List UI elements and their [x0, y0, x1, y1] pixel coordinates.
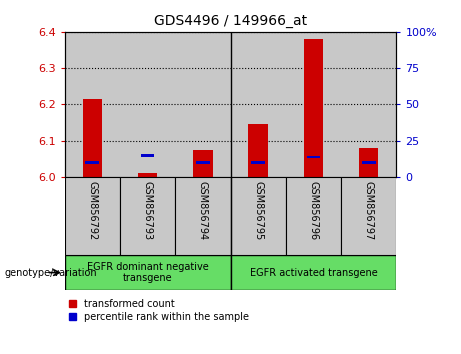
Bar	[120, 177, 175, 255]
Bar	[138, 173, 157, 177]
Bar	[141, 154, 154, 157]
Bar	[193, 150, 213, 177]
Bar	[307, 156, 320, 159]
Bar	[248, 124, 268, 177]
Bar	[65, 255, 230, 290]
Text: GSM856795: GSM856795	[253, 181, 263, 240]
Bar	[230, 255, 396, 290]
Bar	[286, 177, 341, 255]
Bar	[341, 177, 396, 255]
Bar	[304, 39, 323, 177]
Bar	[251, 161, 265, 164]
Text: EGFR dominant negative
transgene: EGFR dominant negative transgene	[87, 262, 208, 284]
Bar	[359, 148, 378, 177]
Legend: transformed count, percentile rank within the sample: transformed count, percentile rank withi…	[70, 299, 249, 321]
Bar	[341, 32, 396, 177]
Bar	[65, 177, 120, 255]
Text: EGFR activated transgene: EGFR activated transgene	[249, 268, 378, 278]
Bar	[230, 177, 286, 255]
Text: GSM856797: GSM856797	[364, 181, 374, 240]
Text: genotype/variation: genotype/variation	[5, 268, 97, 278]
Bar	[230, 32, 286, 177]
Bar	[286, 32, 341, 177]
Bar	[83, 99, 102, 177]
Bar	[65, 32, 120, 177]
Bar	[362, 161, 376, 164]
Text: GSM856793: GSM856793	[142, 181, 153, 240]
Text: GSM856794: GSM856794	[198, 181, 208, 240]
Bar	[196, 161, 210, 164]
Bar	[120, 32, 175, 177]
Text: GDS4496 / 149966_at: GDS4496 / 149966_at	[154, 14, 307, 28]
Text: GSM856796: GSM856796	[308, 181, 319, 240]
Bar	[85, 161, 99, 164]
Bar	[175, 177, 230, 255]
Text: GSM856792: GSM856792	[87, 181, 97, 240]
Bar	[175, 32, 230, 177]
